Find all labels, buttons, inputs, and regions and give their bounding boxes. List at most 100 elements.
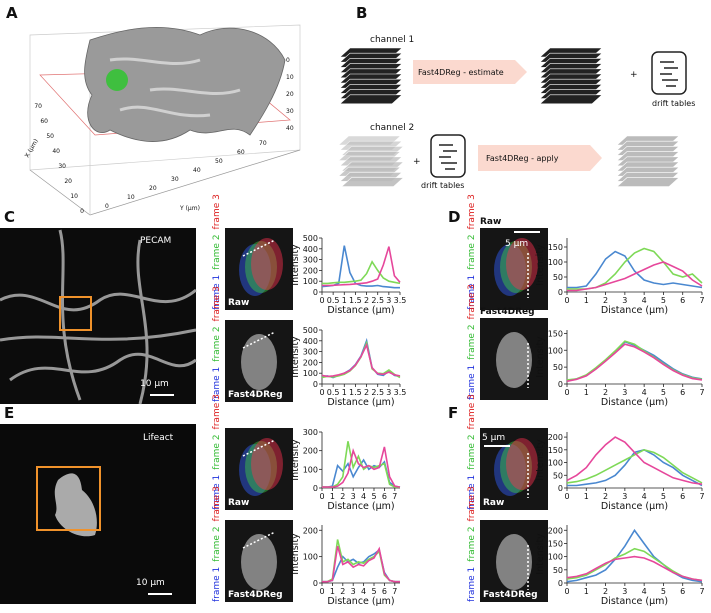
inset-label: Fast4DReg: [228, 390, 283, 400]
x-tick-label: 0: [564, 492, 569, 501]
x-tick-label: 3.5: [394, 296, 407, 305]
y-tick-label: 0: [558, 288, 563, 297]
scale-label: 5 µm: [482, 433, 505, 443]
y-axis-label: Intensity: [535, 533, 546, 575]
x-tick-label: 2: [364, 296, 369, 305]
axis-label: X (µm): [24, 138, 40, 159]
y-tick-label: 500: [303, 326, 318, 335]
x-tick-label: 6: [680, 492, 685, 501]
y-tick-label: 150: [548, 329, 563, 338]
x-tick-label: 6: [680, 388, 685, 397]
tick-label: 30: [58, 163, 66, 170]
y-tick-label: 0: [558, 380, 563, 389]
y-tick-label: 0: [313, 380, 318, 389]
micrograph: [0, 424, 196, 604]
tick-label: 30: [286, 108, 294, 115]
drift-table-icon: [430, 51, 687, 178]
tick-label: 60: [40, 118, 48, 125]
image-stack: [337, 135, 405, 187]
tick-label: 10: [70, 193, 78, 200]
tick-label: 0: [286, 57, 290, 64]
frame-labels: frame 1 frame 2 frame 3: [467, 394, 477, 510]
y-tick-label: 100: [548, 553, 563, 562]
y-tick-label: 200: [548, 526, 563, 535]
tick-label: 20: [149, 185, 157, 192]
vessel-network: [0, 229, 197, 405]
y-axis-label: Intensity: [290, 336, 301, 378]
x-tick-label: 3: [622, 388, 627, 397]
stack-layer: [340, 177, 405, 187]
tick-label: 60: [237, 149, 245, 156]
image-stack: [616, 135, 680, 187]
frame-label: frame 1: [212, 567, 222, 602]
data-line: [567, 250, 703, 289]
process-arrow: [478, 145, 602, 171]
y-tick-label: 100: [548, 258, 563, 267]
merged-signal: [496, 534, 532, 590]
x-tick-label: 3: [622, 296, 627, 305]
x-tick-label: 6: [382, 492, 387, 501]
x-tick-label: 4: [361, 492, 366, 501]
channel-signal: [494, 244, 526, 296]
frame-label: frame 2: [212, 526, 222, 561]
profile-line: [242, 439, 276, 457]
inset-label: Raw: [483, 498, 504, 508]
x-tick-label: 2: [364, 388, 369, 397]
channel-signal: [506, 438, 538, 490]
profile-line: [242, 331, 276, 349]
y-tick-label: 100: [303, 553, 318, 562]
x-tick-label: 3.5: [394, 388, 407, 397]
panel-label: D: [448, 208, 460, 226]
x-axis-label: Distance (µm): [601, 501, 668, 512]
merged-signal: [241, 334, 277, 390]
y-tick-label: 50: [553, 363, 563, 372]
frame-labels: frame 1 frame 2 frame 3: [467, 194, 477, 310]
x-axis-label: Distance (µm): [601, 397, 668, 408]
frame-label: frame 3: [467, 194, 477, 229]
tick-label: 50: [46, 133, 54, 140]
x-tick-label: 1: [584, 388, 589, 397]
panel-label: B: [356, 4, 367, 22]
x-tick-label: 1: [342, 296, 347, 305]
x-tick-label: 1.5: [349, 296, 362, 305]
y-tick-label: 0: [313, 288, 318, 297]
y-tick-label: 400: [303, 245, 318, 254]
x-tick-label: 4: [361, 587, 366, 596]
render-3d: [29, 24, 301, 216]
x-tick-label: 3: [351, 587, 356, 596]
panel-label: E: [4, 404, 14, 422]
x-tick-label: 7: [699, 296, 704, 305]
x-tick-label: 1: [342, 388, 347, 397]
data-line: [322, 246, 401, 287]
x-tick-label: 7: [699, 587, 704, 596]
process-label: Fast4DReg - apply: [486, 154, 559, 163]
frame-labels: frame 1 frame 2 frame 3: [212, 394, 222, 510]
stack-layer: [539, 94, 603, 105]
x-tick-label: 2: [603, 587, 608, 596]
image-stack: [539, 47, 603, 105]
panel-label: A: [6, 4, 18, 22]
frame-label: frame 2: [212, 434, 222, 469]
channel-label: channel 2: [370, 123, 414, 133]
frame-label: frame 3: [467, 486, 477, 521]
tick-label: 40: [193, 167, 201, 174]
x-tick-label: 0.5: [327, 296, 340, 305]
y-tick-label: 150: [548, 446, 563, 455]
x-tick-label: 0: [319, 492, 324, 501]
x-tick-label: 1: [584, 492, 589, 501]
y-axis-label: Intensity: [290, 244, 301, 286]
y-axis-label: Intensity: [535, 439, 546, 481]
tick-label: 30: [171, 176, 179, 183]
frame-label: frame 2: [467, 434, 477, 469]
y-tick-label: 400: [303, 337, 318, 346]
x-tick-label: 0: [564, 587, 569, 596]
y-tick-label: 100: [303, 369, 318, 378]
drift-tables-label: drift tables: [652, 99, 695, 108]
x-tick-label: 5: [371, 492, 376, 501]
frame-label: frame 1: [212, 367, 222, 402]
x-tick-label: 3: [386, 296, 391, 305]
x-tick-label: 4: [642, 587, 647, 596]
x-tick-label: 1: [330, 492, 335, 501]
x-tick-label: 7: [392, 492, 397, 501]
data-line: [566, 555, 703, 582]
